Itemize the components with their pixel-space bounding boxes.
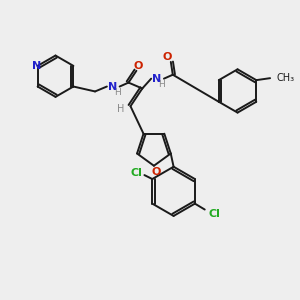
Text: H: H [114,88,121,97]
Text: H: H [159,80,165,89]
Text: O: O [162,52,172,62]
Text: N: N [32,61,41,71]
Text: N: N [108,82,117,92]
Text: O: O [134,61,143,71]
Text: H: H [117,104,124,114]
Text: Cl: Cl [130,168,142,178]
Text: O: O [151,167,160,177]
Text: Cl: Cl [208,209,220,220]
Text: N: N [152,74,162,84]
Text: CH₃: CH₃ [277,73,295,83]
